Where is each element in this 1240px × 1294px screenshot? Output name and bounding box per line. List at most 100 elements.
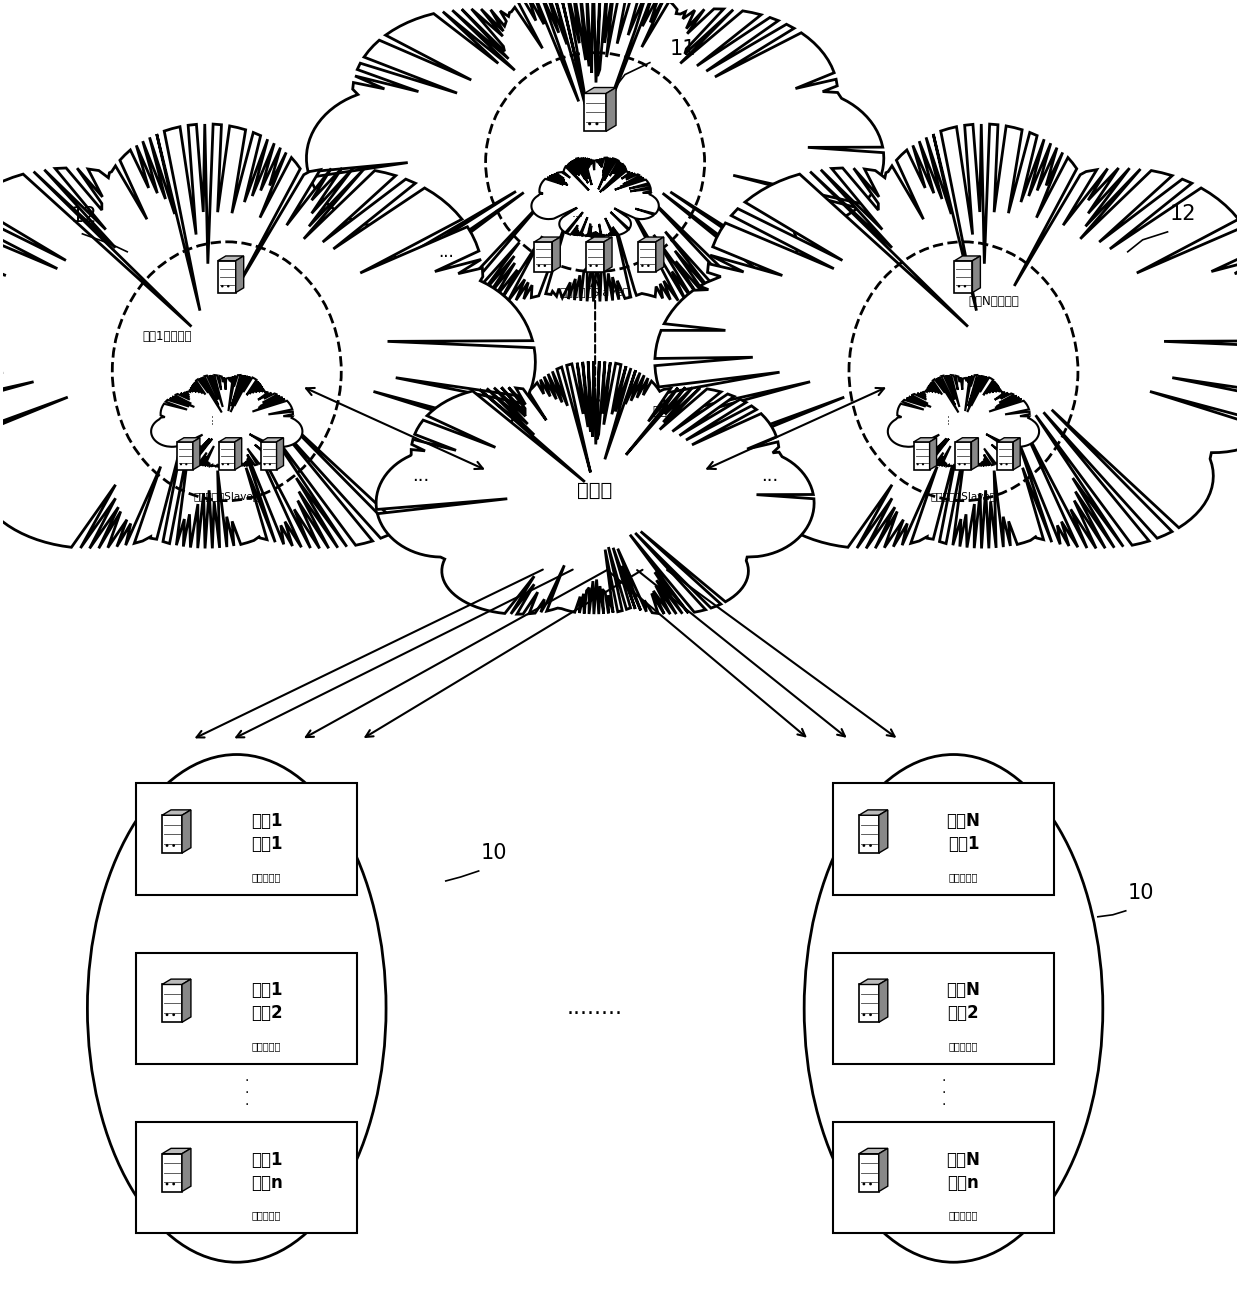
Circle shape bbox=[269, 463, 272, 466]
Circle shape bbox=[957, 285, 960, 287]
FancyBboxPatch shape bbox=[136, 783, 357, 895]
Polygon shape bbox=[859, 815, 879, 853]
Circle shape bbox=[959, 463, 961, 466]
Circle shape bbox=[221, 285, 223, 287]
Polygon shape bbox=[997, 437, 1021, 443]
Circle shape bbox=[185, 463, 187, 466]
Polygon shape bbox=[859, 985, 879, 1022]
Polygon shape bbox=[260, 443, 277, 470]
Text: 区块1: 区块1 bbox=[250, 1150, 283, 1168]
Circle shape bbox=[227, 285, 229, 287]
Circle shape bbox=[921, 463, 924, 466]
Polygon shape bbox=[971, 437, 978, 470]
Polygon shape bbox=[859, 980, 888, 985]
Polygon shape bbox=[534, 237, 560, 242]
Polygon shape bbox=[604, 237, 613, 272]
Circle shape bbox=[588, 122, 591, 126]
Text: 10: 10 bbox=[481, 844, 507, 863]
Polygon shape bbox=[182, 980, 191, 1022]
Circle shape bbox=[263, 463, 265, 466]
Polygon shape bbox=[234, 437, 242, 470]
FancyBboxPatch shape bbox=[833, 1122, 1054, 1233]
Polygon shape bbox=[914, 437, 936, 443]
Text: 从服务器（Slave）: 从服务器（Slave） bbox=[930, 490, 997, 501]
Text: 12: 12 bbox=[1169, 204, 1197, 224]
Circle shape bbox=[166, 844, 169, 846]
Text: 站场服务器: 站场服务器 bbox=[949, 1210, 978, 1220]
Polygon shape bbox=[584, 93, 606, 131]
Polygon shape bbox=[376, 361, 815, 615]
Polygon shape bbox=[236, 256, 244, 292]
Polygon shape bbox=[162, 1154, 182, 1192]
Text: 站场服务器: 站场服务器 bbox=[252, 1210, 281, 1220]
Polygon shape bbox=[193, 437, 200, 470]
Polygon shape bbox=[859, 1148, 888, 1154]
Text: 光纤: 光纤 bbox=[652, 405, 667, 418]
Polygon shape bbox=[587, 242, 604, 272]
Circle shape bbox=[963, 285, 966, 287]
Polygon shape bbox=[151, 375, 303, 468]
Circle shape bbox=[172, 844, 175, 846]
Circle shape bbox=[543, 264, 546, 267]
Polygon shape bbox=[162, 985, 182, 1022]
Text: 区執N: 区執N bbox=[946, 1150, 981, 1168]
Polygon shape bbox=[956, 437, 978, 443]
Text: ...: ... bbox=[202, 411, 216, 424]
Text: 12: 12 bbox=[71, 206, 97, 226]
Circle shape bbox=[227, 463, 229, 466]
Polygon shape bbox=[218, 443, 234, 470]
Polygon shape bbox=[182, 1148, 191, 1192]
Polygon shape bbox=[218, 256, 244, 260]
Polygon shape bbox=[0, 124, 536, 549]
Text: 站场服务器: 站场服务器 bbox=[252, 1042, 281, 1051]
Polygon shape bbox=[888, 375, 1039, 468]
Polygon shape bbox=[930, 437, 936, 470]
Polygon shape bbox=[218, 260, 236, 292]
Polygon shape bbox=[879, 980, 888, 1022]
Circle shape bbox=[589, 264, 591, 267]
Polygon shape bbox=[637, 237, 663, 242]
Text: 区块1: 区块1 bbox=[250, 813, 283, 831]
Polygon shape bbox=[306, 0, 884, 302]
Circle shape bbox=[222, 463, 224, 466]
Polygon shape bbox=[162, 980, 191, 985]
FancyBboxPatch shape bbox=[136, 1122, 357, 1233]
Polygon shape bbox=[656, 237, 663, 272]
Polygon shape bbox=[972, 256, 981, 292]
Circle shape bbox=[595, 264, 598, 267]
Circle shape bbox=[869, 1013, 872, 1016]
Circle shape bbox=[916, 463, 919, 466]
Text: 区執N数据中心: 区執N数据中心 bbox=[968, 295, 1019, 308]
Circle shape bbox=[166, 1013, 169, 1016]
Polygon shape bbox=[277, 437, 284, 470]
FancyBboxPatch shape bbox=[833, 783, 1054, 895]
Polygon shape bbox=[879, 1148, 888, 1192]
Polygon shape bbox=[162, 810, 191, 815]
Circle shape bbox=[863, 1183, 866, 1185]
Polygon shape bbox=[997, 443, 1013, 470]
Polygon shape bbox=[655, 124, 1240, 549]
Text: 区執N: 区執N bbox=[946, 981, 981, 999]
Polygon shape bbox=[637, 242, 656, 272]
Text: 区块1: 区块1 bbox=[250, 981, 283, 999]
Polygon shape bbox=[218, 437, 242, 443]
Text: 从服务器（Slave）: 从服务器（Slave） bbox=[193, 490, 259, 501]
FancyBboxPatch shape bbox=[136, 952, 357, 1064]
Text: ·
·
·: · · · bbox=[244, 1074, 249, 1112]
Text: ...: ... bbox=[939, 411, 952, 424]
Text: 区執N: 区執N bbox=[946, 813, 981, 831]
Text: ·
·
·: · · · bbox=[941, 1074, 946, 1112]
Polygon shape bbox=[859, 1154, 879, 1192]
FancyBboxPatch shape bbox=[833, 952, 1054, 1064]
Text: 站场服务器: 站场服务器 bbox=[949, 1042, 978, 1051]
Polygon shape bbox=[552, 237, 560, 272]
Circle shape bbox=[595, 122, 599, 126]
Polygon shape bbox=[606, 88, 616, 131]
Polygon shape bbox=[859, 810, 888, 815]
Text: 从服务器（Slave）: 从服务器（Slave） bbox=[560, 287, 630, 296]
Text: 站场1: 站场1 bbox=[250, 835, 283, 853]
Polygon shape bbox=[955, 260, 972, 292]
Text: 站场2: 站场2 bbox=[947, 1004, 980, 1022]
Polygon shape bbox=[879, 810, 888, 853]
Polygon shape bbox=[162, 1148, 191, 1154]
